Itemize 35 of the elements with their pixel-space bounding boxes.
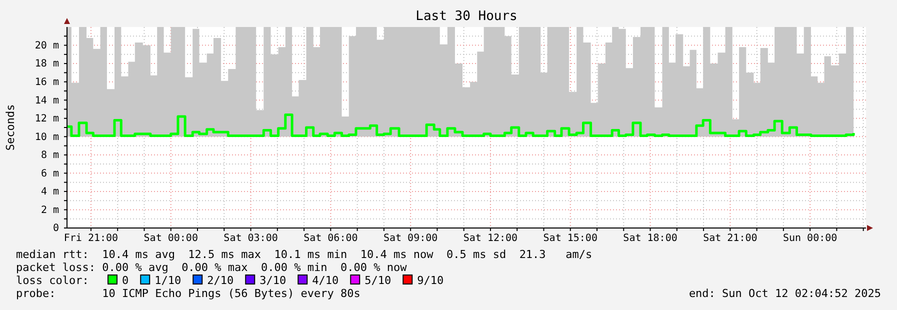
text: probe: 10 ICMP Echo Pings (56 Bytes) every 80s (16, 287, 360, 300)
x-tick-label: Sat 03:00 (224, 233, 278, 244)
x-tick-label: Sat 06:00 (304, 233, 358, 244)
y-tick-label: 2 m (40, 204, 59, 216)
y-tick-label: 14 m (34, 95, 59, 106)
x-tick-label: Sun 00:00 (782, 233, 838, 244)
legend-title: loss color: (16, 274, 89, 287)
x-tick-label: Sat 09:00 (383, 233, 438, 244)
x-tick-label: Sat 18:00 (623, 233, 678, 244)
y-axis-title: Seconds (4, 104, 17, 151)
y-tick-label: 20 m (34, 40, 59, 52)
chart-title: Last 30 Hours (416, 9, 518, 24)
text: median rtt: 10.4 ms avg 12.5 ms max 10.1 ms min 10.4 ms now 0.5 ms sd 21.3 am/s (16, 248, 592, 261)
x-tick-label: Sat 12:00 (463, 233, 518, 244)
legend-label: 4/10 (312, 274, 339, 287)
y-tick-label: 6 m (40, 168, 59, 180)
y-tick-label: 12 m (34, 114, 59, 125)
legend-label: 5/10 (364, 274, 392, 287)
y-tick-label: 18 m (34, 58, 59, 70)
legend-label: 2/10 (207, 274, 234, 287)
y-tick-label: 10 m (34, 132, 59, 143)
y-tick-label: 8 m (40, 150, 59, 162)
legend-label: 3/10 (260, 274, 286, 287)
x-tick-label: Sat 21:00 (703, 233, 758, 244)
text: packet loss: 0.00 % avg 0.00 % max 0.00 % min 0.00 % now (16, 261, 408, 274)
legend-label: 1/10 (154, 274, 182, 287)
legend-label: 9/10 (417, 274, 444, 287)
x-tick-label: Sat 00:00 (144, 233, 198, 244)
text: end: Sun Oct 12 02:04:52 2025 (688, 287, 881, 300)
x-tick-label: Sat 15:00 (543, 233, 598, 244)
legend-label: 0 (122, 274, 129, 287)
y-tick-label: 0 (52, 223, 59, 234)
y-tick-label: 16 m (34, 77, 59, 88)
y-tick-label: 4 m (40, 186, 59, 198)
x-tick-label: Fri 21:00 (64, 233, 118, 244)
